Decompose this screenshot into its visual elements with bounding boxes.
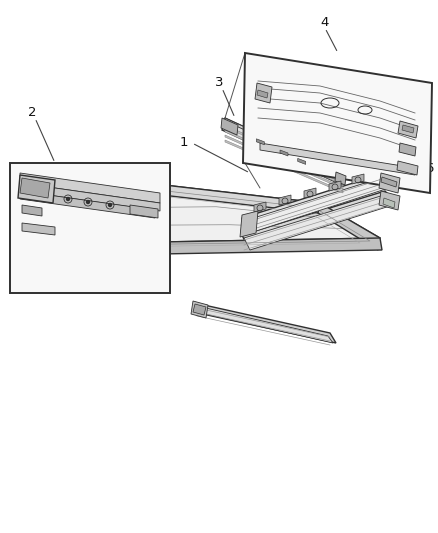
Polygon shape (20, 191, 155, 218)
Polygon shape (20, 173, 160, 203)
Polygon shape (20, 183, 160, 211)
Text: 2: 2 (28, 107, 36, 119)
Text: 1: 1 (180, 136, 188, 149)
Polygon shape (379, 191, 400, 210)
Polygon shape (225, 140, 343, 193)
Polygon shape (58, 173, 320, 213)
Polygon shape (352, 174, 364, 184)
Polygon shape (257, 90, 268, 98)
Polygon shape (260, 143, 415, 175)
Polygon shape (18, 175, 55, 203)
Polygon shape (22, 223, 55, 235)
Polygon shape (195, 303, 336, 343)
Polygon shape (279, 195, 291, 205)
Polygon shape (197, 306, 333, 343)
Polygon shape (10, 163, 170, 293)
Polygon shape (402, 125, 414, 133)
Polygon shape (379, 173, 400, 193)
Polygon shape (193, 304, 206, 315)
Polygon shape (225, 135, 343, 189)
Polygon shape (225, 130, 343, 185)
Polygon shape (318, 203, 380, 250)
Polygon shape (58, 173, 105, 255)
Polygon shape (256, 139, 265, 145)
Text: 3: 3 (215, 77, 223, 90)
Polygon shape (225, 125, 343, 181)
Polygon shape (240, 211, 258, 237)
Polygon shape (244, 195, 393, 250)
Polygon shape (243, 53, 432, 193)
Polygon shape (329, 181, 341, 191)
Polygon shape (304, 188, 316, 198)
Polygon shape (22, 205, 42, 216)
Polygon shape (298, 158, 306, 164)
Polygon shape (381, 177, 397, 187)
Polygon shape (130, 205, 158, 218)
Polygon shape (399, 143, 416, 156)
Polygon shape (255, 83, 272, 103)
Polygon shape (191, 301, 208, 318)
Polygon shape (221, 118, 238, 135)
Polygon shape (280, 150, 288, 156)
Polygon shape (20, 178, 50, 198)
Polygon shape (335, 172, 346, 185)
Polygon shape (242, 191, 396, 248)
Circle shape (109, 204, 112, 206)
Polygon shape (397, 161, 418, 175)
Text: 6: 6 (425, 161, 433, 174)
Polygon shape (254, 202, 266, 212)
Polygon shape (222, 118, 345, 185)
Polygon shape (223, 118, 345, 175)
Text: 5: 5 (395, 136, 403, 149)
Polygon shape (398, 121, 418, 138)
Circle shape (86, 200, 89, 204)
Polygon shape (104, 238, 382, 255)
Polygon shape (244, 177, 392, 233)
Circle shape (67, 198, 70, 200)
Polygon shape (383, 198, 395, 208)
Text: 4: 4 (320, 17, 328, 29)
Polygon shape (60, 173, 380, 243)
Polygon shape (242, 173, 395, 231)
